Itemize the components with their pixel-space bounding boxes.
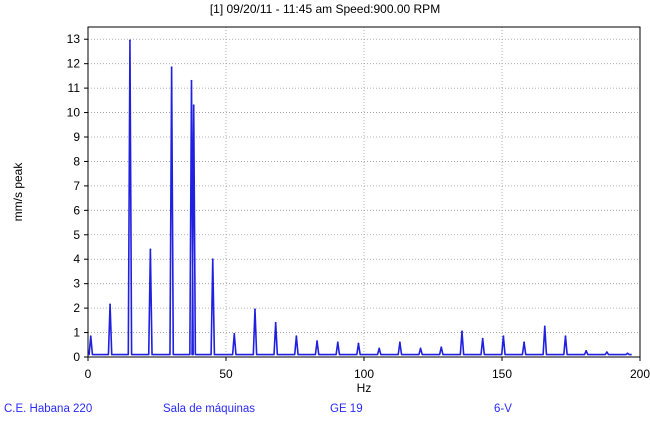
spectrum-peak (461, 330, 463, 333)
spectrum-peak (564, 335, 567, 338)
spectrum-peak (109, 303, 111, 306)
y-tick-label: 1 (73, 326, 80, 340)
x-tick-label: 50 (219, 367, 233, 381)
spectrum-peak (585, 349, 588, 352)
y-tick-label: 4 (73, 252, 80, 266)
series-layer (88, 39, 632, 356)
x-tick-label: 150 (492, 367, 512, 381)
y-tick-label: 3 (73, 277, 80, 291)
spectrum-peak (502, 335, 505, 338)
spectrum-peak (605, 351, 608, 354)
x-tick-label: 100 (354, 367, 374, 381)
x-tick-label: 0 (85, 367, 92, 381)
y-tick-label: 5 (73, 228, 80, 242)
spectrum-peak (543, 325, 546, 328)
spectrum-peak (419, 347, 422, 350)
grid-layer (84, 27, 641, 361)
plot-frame (87, 26, 641, 358)
spectrum-peak (378, 347, 381, 350)
spectrum-peak (626, 352, 629, 355)
spectrum-peak (149, 248, 152, 251)
y-tick-label: 12 (67, 57, 81, 71)
x-axis-label: Hz (357, 381, 372, 395)
spectrum-peak (254, 308, 256, 311)
y-tick-label: 9 (73, 130, 80, 144)
spectrum-peak (192, 104, 195, 107)
spectrum-peak (398, 341, 401, 344)
y-tick-label: 8 (73, 154, 80, 168)
spectrum-peak (357, 342, 360, 345)
y-tick-label: 7 (73, 179, 80, 193)
spectrum-peak (523, 341, 525, 344)
spectrum-peak (190, 79, 193, 82)
spectrum-peak (336, 341, 339, 344)
spectrum-peak (211, 258, 214, 261)
footer-point: 6-V (494, 403, 512, 415)
spectrum-peak (233, 332, 236, 335)
spectrum-peak (440, 346, 443, 349)
chart-title: [1] 09/20/11 - 11:45 am Speed:900.00 RPM (209, 2, 441, 16)
spectrum-peak (170, 66, 173, 69)
spectrum-peak (89, 335, 92, 338)
y-axis-label: mm/s peak (11, 162, 25, 222)
x-tick-label: 200 (630, 367, 650, 381)
spectrum-peak (295, 335, 298, 338)
footer-site: C.E. Habana 220 (4, 403, 93, 415)
footer-location: Sala de máquinas (163, 403, 256, 415)
spectrum-line (88, 39, 632, 356)
footer-unit: GE 19 (330, 403, 363, 415)
y-tick-label: 0 (73, 350, 80, 364)
spectrum-peak (316, 340, 318, 343)
y-tick-label: 2 (73, 301, 80, 315)
y-tick-label: 6 (73, 203, 80, 217)
y-tick-label: 13 (67, 32, 81, 46)
y-tick-label: 10 (67, 106, 81, 120)
spectrum-peak (129, 39, 131, 42)
y-tick-label: 11 (68, 81, 81, 95)
x-tick-labels: 0 50 100 150 200 (85, 367, 650, 381)
spectrum-peak (274, 321, 277, 324)
spectrum-peak (481, 337, 484, 340)
